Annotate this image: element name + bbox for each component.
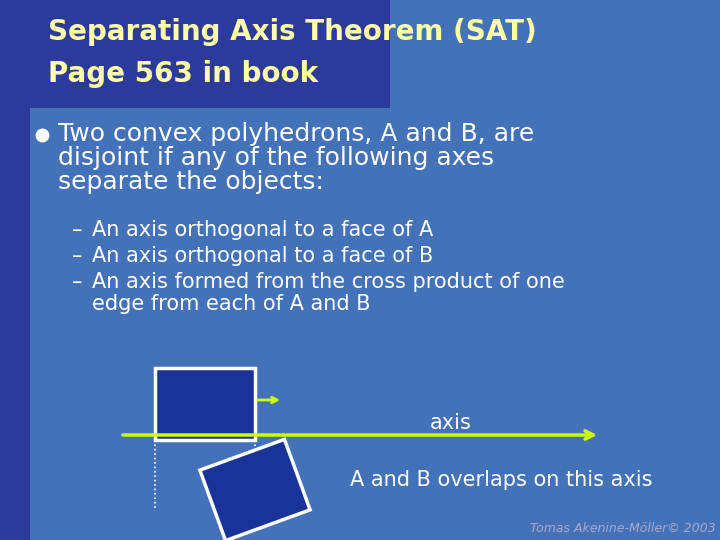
Text: –: – [72, 246, 82, 266]
Text: disjoint if any of the following axes: disjoint if any of the following axes [58, 146, 494, 170]
Bar [0, 0, 390, 108]
Text: axis: axis [430, 413, 472, 433]
Text: separate the objects:: separate the objects: [58, 170, 324, 194]
Polygon shape [200, 440, 310, 540]
Text: –: – [72, 272, 82, 292]
Text: Tomas Akenine-Möller© 2003: Tomas Akenine-Möller© 2003 [530, 522, 716, 535]
Text: An axis orthogonal to a face of B: An axis orthogonal to a face of B [92, 246, 433, 266]
Text: An axis orthogonal to a face of A: An axis orthogonal to a face of A [92, 220, 433, 240]
Text: An axis formed from the cross product of one: An axis formed from the cross product of… [92, 272, 564, 292]
Text: Page 563 in book: Page 563 in book [48, 60, 318, 88]
Text: edge from each of A and B: edge from each of A and B [92, 294, 371, 314]
Text: A and B overlaps on this axis: A and B overlaps on this axis [350, 470, 652, 490]
Bar [0, 0, 30, 540]
Text: –: – [72, 220, 82, 240]
Text: Two convex polyhedrons, A and B, are: Two convex polyhedrons, A and B, are [58, 122, 534, 146]
Bar [155, 368, 255, 440]
Text: Separating Axis Theorem (SAT): Separating Axis Theorem (SAT) [48, 18, 536, 46]
